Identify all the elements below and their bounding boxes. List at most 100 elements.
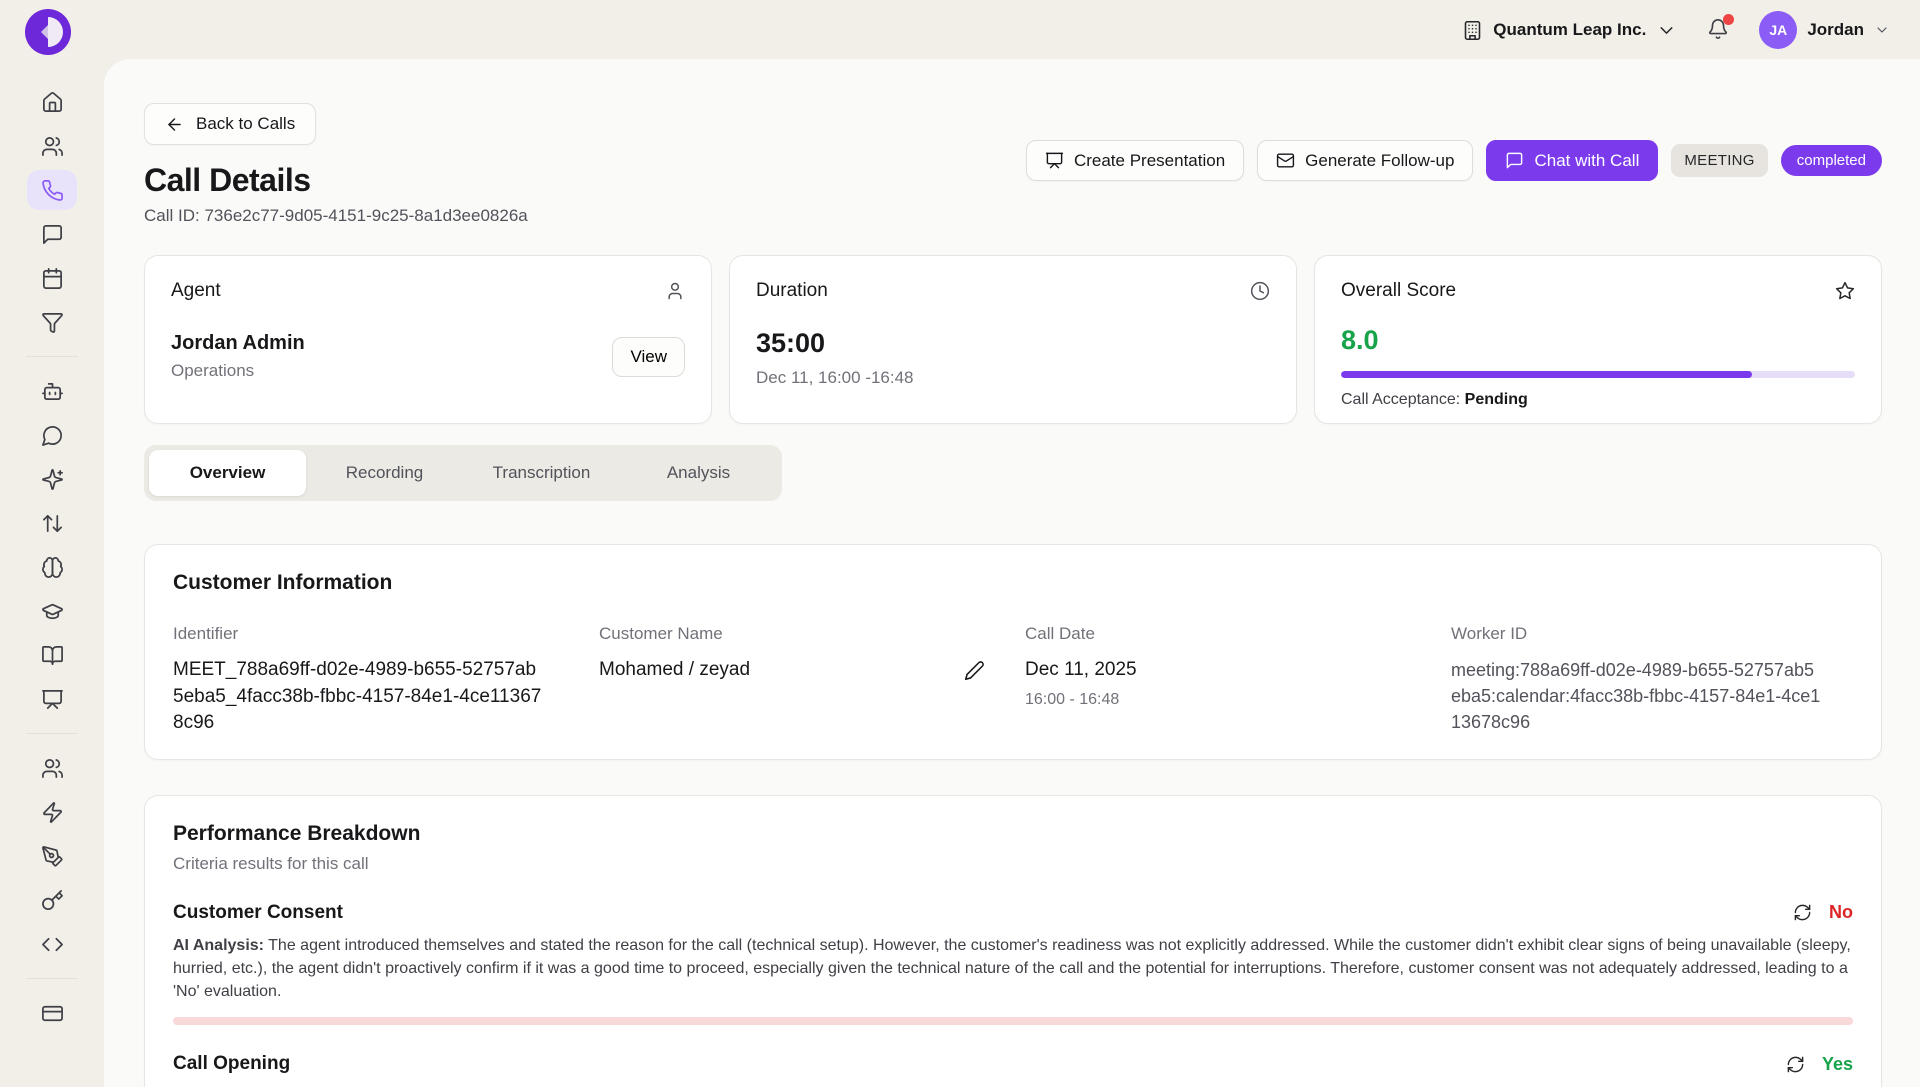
agent-card: Agent Jordan Admin Operations View <box>144 255 712 424</box>
criterion-result-group: No <box>1793 902 1853 923</box>
arrow-left-icon <box>165 115 184 134</box>
refresh-icon <box>1793 903 1812 922</box>
reevaluate-criterion-button[interactable] <box>1786 1055 1805 1074</box>
sidebar-item-contacts[interactable] <box>27 126 77 166</box>
notification-dot <box>1723 13 1735 25</box>
criterion-score-bar <box>173 1017 1853 1026</box>
chat-with-call-button[interactable]: Chat with Call <box>1486 140 1659 181</box>
sidebar-item-agents[interactable] <box>27 371 77 411</box>
sparkles-icon <box>41 468 64 491</box>
criterion-analysis: AI Analysis: The agent introduced themse… <box>173 936 1851 1001</box>
sidebar-item-design[interactable] <box>27 836 77 876</box>
agent-name: Jordan Admin <box>171 332 305 354</box>
view-agent-button[interactable]: View <box>612 336 685 377</box>
sidebar-item-billing[interactable] <box>27 993 77 1033</box>
sidebar-item-training[interactable] <box>27 591 77 631</box>
tab-recording[interactable]: Recording <box>306 450 463 496</box>
phone-icon <box>41 179 64 202</box>
sidebar-divider <box>26 733 78 734</box>
user-name: Jordan <box>1807 20 1864 39</box>
generate-followup-button[interactable]: Generate Follow-up <box>1257 140 1474 181</box>
user-icon <box>665 281 685 301</box>
performance-breakdown-card: Performance Breakdown Criteria results f… <box>144 794 1882 1087</box>
field-value: Mohamed / zeyad <box>599 657 1001 684</box>
performance-subtitle: Criteria results for this call <box>173 853 369 873</box>
overall-score-value: 8.0 <box>1341 325 1379 355</box>
score-progress-bar <box>1341 371 1855 378</box>
page-title: Call Details <box>144 162 311 198</box>
sidebar-item-home[interactable] <box>27 82 77 122</box>
field-subvalue: 16:00 - 16:48 <box>1025 690 1120 708</box>
funnel-icon <box>41 311 64 334</box>
sidebar-item-team[interactable] <box>27 748 77 788</box>
call-acceptance: Call Acceptance: Pending <box>1341 391 1855 409</box>
sidebar-item-calls[interactable] <box>27 170 77 210</box>
duration-card-title: Duration <box>756 280 828 301</box>
sidebar-item-messages[interactable] <box>27 214 77 254</box>
customer-fields: Identifier MEET_788a69ff-d02e-4989-b655-5… <box>173 624 1853 737</box>
sidebar-item-calendar[interactable] <box>27 258 77 298</box>
back-to-calls-button[interactable]: Back to Calls <box>144 103 317 145</box>
duration-range: Dec 11, 16:00 -16:48 <box>756 368 914 387</box>
home-icon <box>41 91 64 114</box>
criteria-list: Customer Consent No AI Analysis: The agent… <box>173 902 1853 1087</box>
sidebar-item-developer[interactable] <box>27 924 77 964</box>
field-identifier: Identifier MEET_788a69ff-d02e-4989-b655-5… <box>173 624 575 737</box>
bot-icon <box>41 380 64 403</box>
customer-information-card: Customer Information Identifier MEET_788a… <box>144 544 1882 760</box>
notifications-button[interactable] <box>1707 13 1735 43</box>
score-progress-fill <box>1341 371 1753 378</box>
agent-role: Operations <box>171 361 255 380</box>
call-acceptance-label: Call Acceptance: <box>1341 391 1461 408</box>
org-name: Quantum Leap Inc. <box>1493 20 1647 39</box>
sidebar-item-pipelines[interactable] <box>27 302 77 342</box>
create-presentation-button[interactable]: Create Presentation <box>1025 140 1245 181</box>
field-customer-name: Customer Name Mohamed / zeyad <box>599 624 1001 737</box>
overall-score-card: Overall Score 8.0 Call Acceptance: Pendi… <box>1314 255 1882 424</box>
duration-card: Duration 35:00 Dec 11, 16:00 -16:48 <box>729 255 1297 424</box>
criterion-header: Customer Consent No <box>173 902 1853 924</box>
performance-breakdown-title: Performance Breakdown <box>173 821 421 845</box>
field-label: Identifier <box>173 624 239 643</box>
tab-overview[interactable]: Overview <box>149 450 306 496</box>
tab-analysis[interactable]: Analysis <box>620 450 777 496</box>
sidebar-item-knowledge-base[interactable] <box>27 635 77 675</box>
key-icon <box>41 889 64 912</box>
reevaluate-criterion-button[interactable] <box>1793 903 1812 922</box>
user-menu[interactable]: JA Jordan <box>1759 11 1890 49</box>
call-id: Call ID: 736e2c77-9d05-4151-9c25-8a1d3ee… <box>144 206 528 225</box>
back-label: Back to Calls <box>196 114 296 133</box>
field-value: meeting:788a69ff-d02e-4989-b655-52757ab5… <box>1451 660 1821 733</box>
sidebar-item-conversations[interactable] <box>27 415 77 455</box>
title-block: Call Details Call ID: 736e2c77-9d05-4151… <box>144 162 1882 226</box>
refresh-icon <box>1786 1055 1805 1074</box>
message-square-icon <box>41 223 64 246</box>
criterion-customer-consent: Customer Consent No AI Analysis: The agent… <box>173 902 1853 1026</box>
org-switcher[interactable]: Quantum Leap Inc. <box>1462 20 1677 41</box>
pen-tool-icon <box>41 845 64 868</box>
clock-icon <box>1250 281 1270 301</box>
building-icon <box>1462 20 1483 41</box>
users-icon <box>41 757 64 780</box>
sidebar-item-automations[interactable] <box>27 792 77 832</box>
criterion-result: Yes <box>1821 1053 1853 1074</box>
sidebar-item-intelligence[interactable] <box>27 547 77 587</box>
sidebar-item-api-keys[interactable] <box>27 880 77 920</box>
criterion-call-opening: Call OpeningYesAI Analysis: The agent in… <box>173 1053 1853 1087</box>
brain-icon <box>41 556 64 579</box>
field-call-date: Call Date Dec 11, 2025 16:00 - 16:48 <box>1025 624 1427 737</box>
arrows-up-down-icon <box>41 512 64 535</box>
app-logo-icon[interactable] <box>24 8 72 56</box>
sidebar-divider <box>26 978 78 979</box>
sidebar-nav <box>0 82 104 1033</box>
criterion-name: Customer Consent <box>173 901 343 923</box>
tab-transcription[interactable]: Transcription <box>463 450 620 496</box>
sidebar-item-ai-tools[interactable] <box>27 459 77 499</box>
header-actions: Create Presentation Generate Follow-up C… <box>1025 140 1882 181</box>
field-value: Dec 11, 2025 <box>1025 659 1137 680</box>
edit-customer-name-button[interactable] <box>964 660 985 681</box>
tabs: Overview Recording Transcription Analysis <box>144 445 782 501</box>
sidebar-item-transfers[interactable] <box>27 503 77 543</box>
sidebar-item-presentations[interactable] <box>27 679 77 719</box>
